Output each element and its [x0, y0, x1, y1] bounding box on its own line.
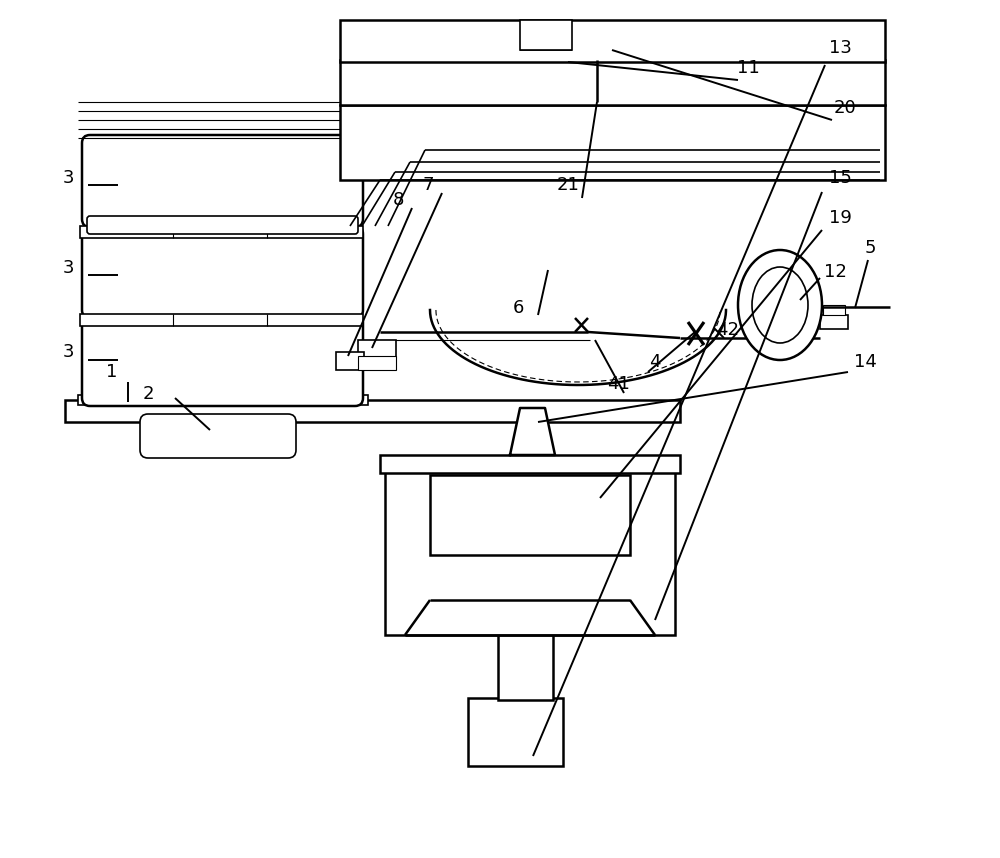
Bar: [520, 20, 572, 50]
FancyBboxPatch shape: [87, 216, 358, 234]
Text: 7: 7: [422, 176, 434, 194]
Polygon shape: [510, 408, 555, 455]
Bar: [358, 356, 396, 370]
Text: 3: 3: [62, 259, 74, 277]
FancyBboxPatch shape: [82, 226, 363, 318]
Bar: [80, 226, 363, 238]
Bar: [358, 340, 396, 362]
Text: 11: 11: [737, 59, 759, 77]
Bar: [340, 105, 885, 180]
Bar: [385, 470, 675, 635]
Text: 21: 21: [557, 176, 579, 194]
Text: 2: 2: [142, 385, 154, 403]
Bar: [65, 400, 680, 422]
Text: 1: 1: [106, 363, 118, 381]
Bar: [380, 455, 680, 473]
Bar: [340, 20, 885, 62]
Text: 5: 5: [864, 239, 876, 257]
Bar: [468, 698, 563, 766]
FancyBboxPatch shape: [82, 135, 363, 227]
Text: 3: 3: [62, 343, 74, 361]
Text: 15: 15: [829, 169, 851, 187]
Text: 14: 14: [854, 353, 876, 371]
Text: 6: 6: [512, 299, 524, 317]
Bar: [430, 475, 630, 555]
Text: 41: 41: [607, 375, 629, 393]
Ellipse shape: [738, 250, 822, 360]
Bar: [78, 395, 368, 405]
Text: 4: 4: [649, 353, 661, 371]
FancyBboxPatch shape: [140, 414, 296, 458]
Text: 3: 3: [62, 169, 74, 187]
Bar: [336, 352, 364, 370]
Ellipse shape: [752, 267, 808, 343]
Bar: [820, 315, 848, 329]
Text: 12: 12: [824, 263, 846, 281]
Bar: [498, 598, 553, 700]
Bar: [823, 305, 845, 315]
FancyBboxPatch shape: [82, 314, 363, 406]
Bar: [80, 314, 363, 326]
Text: 13: 13: [829, 39, 851, 57]
Text: 42: 42: [716, 321, 740, 339]
Text: 8: 8: [392, 191, 404, 209]
Bar: [340, 60, 885, 105]
Text: 20: 20: [834, 99, 856, 117]
Text: 19: 19: [829, 209, 851, 227]
